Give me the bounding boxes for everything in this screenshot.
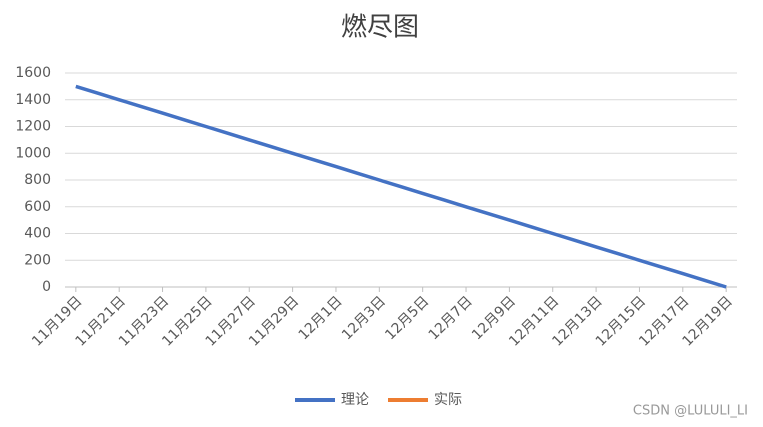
y-tick-label: 1400 (15, 92, 51, 108)
y-tick-label: 1000 (15, 145, 51, 161)
chart-title: 燃尽图 (341, 13, 419, 43)
watermark: CSDN @LULULI_LI (633, 404, 748, 419)
x-tick-label: 12月5日 (382, 293, 432, 343)
y-tick-label: 1600 (15, 65, 51, 81)
y-tick-label: 1200 (15, 119, 51, 135)
y-tick-label: 400 (24, 226, 51, 242)
legend-label: 理论 (341, 392, 369, 408)
x-tick-label: 12月7日 (426, 293, 476, 343)
x-tick-label: 12月3日 (339, 293, 389, 343)
legend-label: 实际 (434, 392, 462, 408)
y-tick-label: 200 (24, 252, 51, 268)
x-tick-label: 12月1日 (296, 293, 346, 343)
y-tick-label: 0 (42, 279, 51, 295)
series-line (75, 84, 727, 289)
y-tick-label: 800 (24, 172, 51, 188)
y-tick-label: 600 (24, 199, 51, 215)
